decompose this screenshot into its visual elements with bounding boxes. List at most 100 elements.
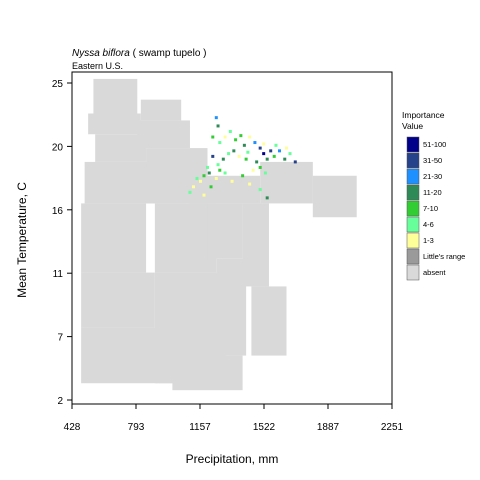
importance-cell [214, 116, 218, 120]
y-tick-label: 7 [57, 333, 63, 344]
importance-cell [246, 150, 250, 154]
absent-cell [242, 203, 269, 287]
absent-cell [84, 161, 155, 204]
importance-cell [265, 196, 269, 200]
importance-cell [216, 163, 220, 167]
importance-cell [228, 129, 232, 133]
importance-cell [214, 177, 218, 181]
importance-cell [221, 157, 225, 161]
legend-swatch [406, 184, 420, 201]
absent-cell [93, 78, 138, 114]
importance-cell [198, 179, 202, 183]
importance-cell [211, 135, 215, 139]
legend: Importance Value 51-100 31-50 21-30 11-20 7-… [402, 110, 465, 281]
absent-cell [207, 203, 243, 259]
importance-cell [265, 157, 269, 161]
y-tick-label: 20 [52, 142, 64, 153]
importance-cell [262, 142, 266, 146]
title-common-name: ( swamp tupelo ) [130, 48, 207, 59]
absent-cell [154, 203, 217, 273]
x-tick-label: 2251 [381, 422, 404, 433]
importance-cell [277, 149, 281, 153]
importance-cell [237, 154, 241, 158]
x-tick-label: 428 [64, 422, 81, 433]
legend-label: 31-50 [423, 156, 442, 165]
x-tick-label: 1522 [253, 422, 276, 433]
importance-cell [242, 143, 246, 147]
plot-frame [71, 71, 393, 405]
y-tick-label: 25 [52, 79, 64, 90]
importance-cell [258, 188, 262, 192]
importance-cell [248, 182, 252, 186]
importance-cell [285, 146, 289, 150]
importance-cell [253, 141, 257, 145]
importance-cell [232, 149, 236, 153]
importance-cell [239, 134, 243, 138]
absent-cell [260, 161, 313, 204]
y-tick-label: 11 [53, 269, 64, 280]
legend-swatch [406, 264, 420, 281]
legend-label: 1-3 [423, 236, 434, 245]
importance-cell [234, 138, 238, 142]
y-tick-label: 2 [57, 396, 63, 407]
importance-cell [262, 152, 266, 156]
absent-cell [137, 120, 190, 149]
legend-swatch [406, 136, 420, 153]
title-species: Nyssa biflora [72, 48, 130, 59]
importance-cell [191, 185, 195, 189]
y-axis: 2 7 11 16 20 25 [52, 79, 72, 407]
legend-swatch [406, 168, 420, 185]
legend-swatch [406, 200, 420, 217]
legend-label: 4-6 [423, 220, 434, 229]
legend-label: 11-20 [423, 188, 442, 197]
importance-cell [248, 135, 252, 139]
legend-swatch [406, 152, 420, 169]
importance-cell [207, 171, 211, 175]
importance-cell [244, 157, 248, 161]
importance-cell [272, 154, 276, 158]
importance-cell [211, 154, 215, 158]
x-tick-label: 1887 [317, 422, 340, 433]
importance-cell [223, 135, 227, 139]
x-tick-label: 793 [128, 422, 145, 433]
legend-swatch [406, 248, 420, 265]
importance-cell [230, 179, 234, 183]
importance-cell [227, 152, 231, 156]
importance-cell [216, 124, 220, 128]
importance-cell [206, 165, 210, 169]
importance-cell [241, 174, 245, 178]
legend-label: absent [423, 268, 446, 277]
absent-cell [81, 272, 155, 328]
importance-cell [258, 146, 262, 150]
importance-cell [218, 141, 222, 145]
legend-swatch [406, 232, 420, 249]
legend-label: 51-100 [423, 140, 446, 149]
chart-subtitle: Eastern U.S. [72, 61, 123, 71]
importance-cell [202, 193, 206, 197]
importance-cell [274, 143, 278, 147]
legend-label: 7-10 [423, 204, 438, 213]
importance-cell [258, 165, 262, 169]
y-axis-label: Mean Temperature, C [15, 182, 29, 298]
importance-cell [202, 174, 206, 178]
absent-cell [312, 175, 357, 218]
legend-label: Little's range [423, 252, 465, 261]
absent-cell [88, 113, 141, 135]
importance-cells [188, 116, 297, 200]
legend-swatch [406, 216, 420, 233]
importance-cell [269, 149, 273, 153]
legend-title-line2: Value [402, 121, 423, 131]
absent-cell [140, 99, 182, 121]
importance-cell [255, 160, 259, 164]
absent-cell [216, 258, 247, 356]
importance-cell [188, 190, 192, 194]
x-axis: 428 793 1157 1522 1887 2251 [64, 404, 404, 433]
absent-cell [251, 286, 287, 356]
absent-cell [81, 203, 147, 273]
y-tick-label: 16 [52, 206, 64, 217]
importance-cell [263, 171, 267, 175]
importance-cell [288, 152, 292, 156]
importance-cell [293, 160, 297, 164]
importance-cell [218, 168, 222, 172]
